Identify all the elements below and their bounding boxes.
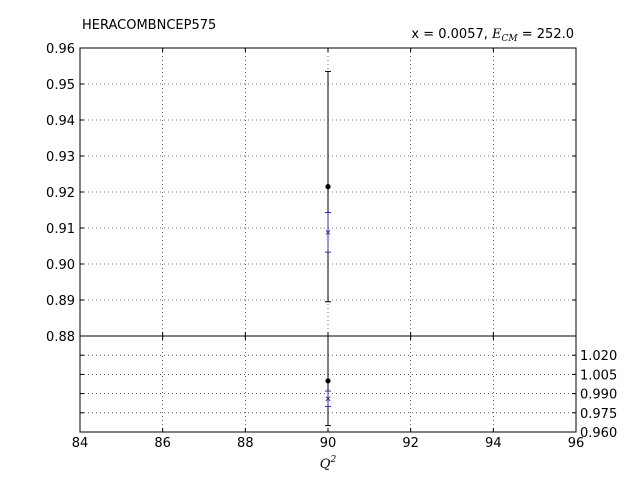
chart-title-right: x = 0.0057, ECM = 252.0 [411,27,574,44]
x-tick-label: 92 [402,436,419,451]
top-panel-y-tick-label: 0.94 [46,114,75,129]
bottom-panel-y-tick-label: 1.020 [580,349,617,364]
bottom-panel-y-tick-label: 0.975 [580,407,617,422]
top-panel-y-tick-label: 0.96 [46,42,75,57]
x-tick-label: 96 [568,436,585,451]
top-panel-y-tick-label: 0.88 [46,330,75,345]
x-tick-label: 84 [72,436,89,451]
top-panel-y-tick-label: 0.92 [46,186,75,201]
title-right-sub: CM [502,34,519,44]
x-tick-label: 88 [237,436,254,451]
bottom-panel-y-tick-label: 1.005 [580,368,617,383]
x-tick-label: 90 [320,436,337,451]
bottom-panel: 0.960 0.975 0.990 1.005 1.020 [79,335,617,441]
bottom-panel-frame [79,335,577,433]
title-right-prefix: x = 0.0057, [411,27,492,42]
x-tick-label: 94 [485,436,502,451]
x-axis-label-sup: 2 [329,455,336,465]
top-panel-y-tick-label: 0.89 [46,294,75,309]
top-panel-y-tick-label: 0.93 [46,150,75,165]
bottom-panel-y-tick-label: 0.960 [580,426,617,441]
top-panel-y-tick-label: 0.90 [46,258,75,273]
top-panel-y-tick-label: 0.95 [46,78,75,93]
x-axis: 84 86 88 90 92 94 96 [72,436,585,451]
bottom-panel-data-point-1-b [325,396,331,402]
title-right-var: E [491,27,502,42]
top-panel-data-point-1-b [325,229,331,235]
bottom-panel-y-tick-label: 0.990 [580,388,617,403]
top-panel: 0.88 0.89 0.90 0.91 0.92 0.93 0.94 0.95 0.96 [46,42,577,345]
x-tick-label: 86 [154,436,171,451]
title-right-suffix: = 252.0 [518,27,574,42]
bottom-panel-data-point-0 [325,378,331,384]
top-panel-y-tick-label: 0.91 [46,222,75,237]
top-panel-data-point-0 [325,184,331,190]
chart-title-left: HERACOMBNCEP575 [82,18,216,33]
x-axis-label: Q2 [320,455,337,472]
x-axis-label-var: Q [320,457,331,472]
